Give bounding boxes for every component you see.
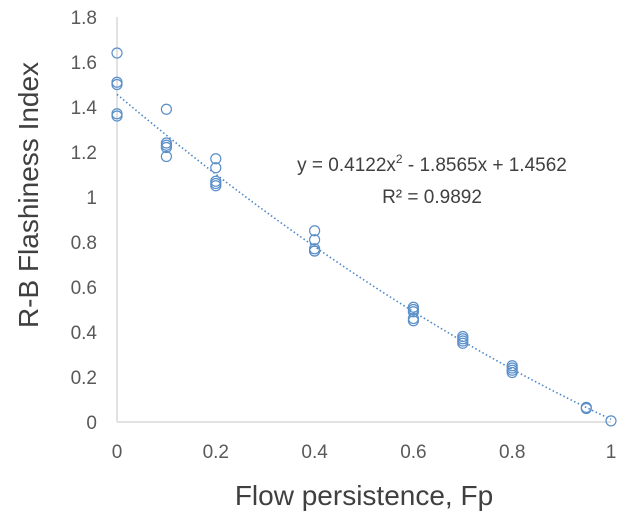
data-point <box>210 162 222 174</box>
r-squared-label: R² = 0.9892 <box>382 187 482 208</box>
x-tick-labels: 0 0.2 0.4 0.6 0.8 1 <box>112 442 617 463</box>
x-tick-label: 0.8 <box>499 442 525 463</box>
data-points <box>111 47 617 427</box>
x-tick-label: 0.4 <box>301 442 328 463</box>
y-tick-label: 1.4 <box>71 98 98 119</box>
data-point <box>580 402 592 415</box>
trendline <box>116 93 612 421</box>
data-point <box>407 315 419 327</box>
y-tick-label: 0.2 <box>71 368 97 389</box>
y-tick-labels: 0 0.2 0.4 0.6 0.8 1 1.2 1.4 1.6 1.8 <box>71 8 98 434</box>
data-point <box>111 78 123 91</box>
data-point <box>111 110 123 122</box>
data-point <box>160 139 172 151</box>
trendline-equation: y = 0.4122x2 - 1.8565x + 1.4562 <box>297 152 567 176</box>
data-point <box>160 141 172 154</box>
y-tick-label: 1.2 <box>71 143 97 164</box>
data-point <box>309 234 321 246</box>
data-point <box>210 153 222 165</box>
y-tick-label: 1.6 <box>71 53 97 74</box>
y-tick-label: 0.8 <box>71 233 97 254</box>
y-tick-label: 1.8 <box>71 8 97 29</box>
data-point <box>506 366 518 379</box>
data-point <box>160 103 172 115</box>
x-tick-label: 0 <box>112 442 123 463</box>
x-tick-label: 0.2 <box>203 442 229 463</box>
data-point <box>605 415 617 427</box>
data-point <box>160 150 172 163</box>
x-axis-title: Flow persistence, Fp <box>235 480 493 511</box>
x-tick-label: 1 <box>606 442 617 463</box>
axes <box>116 17 611 423</box>
equation-rest: - 1.8565x + 1.4562 <box>403 155 567 176</box>
data-point <box>309 225 321 237</box>
data-point <box>210 180 222 192</box>
y-tick-label: 1 <box>86 188 97 209</box>
data-point <box>309 245 321 257</box>
data-point <box>407 306 419 318</box>
data-point <box>210 177 222 190</box>
data-point <box>111 47 123 59</box>
equation-exponent: 2 <box>396 152 403 166</box>
equation-base: y = 0.4122x <box>297 155 396 176</box>
y-tick-label: 0.4 <box>71 323 98 344</box>
x-tick-label: 0.6 <box>400 442 426 463</box>
y-tick-label: 0 <box>86 413 97 434</box>
data-point <box>457 337 469 349</box>
y-axis-title: R-B Flashiness Index <box>13 62 44 328</box>
y-tick-label: 0.6 <box>71 278 97 299</box>
trendline-path <box>116 93 612 421</box>
